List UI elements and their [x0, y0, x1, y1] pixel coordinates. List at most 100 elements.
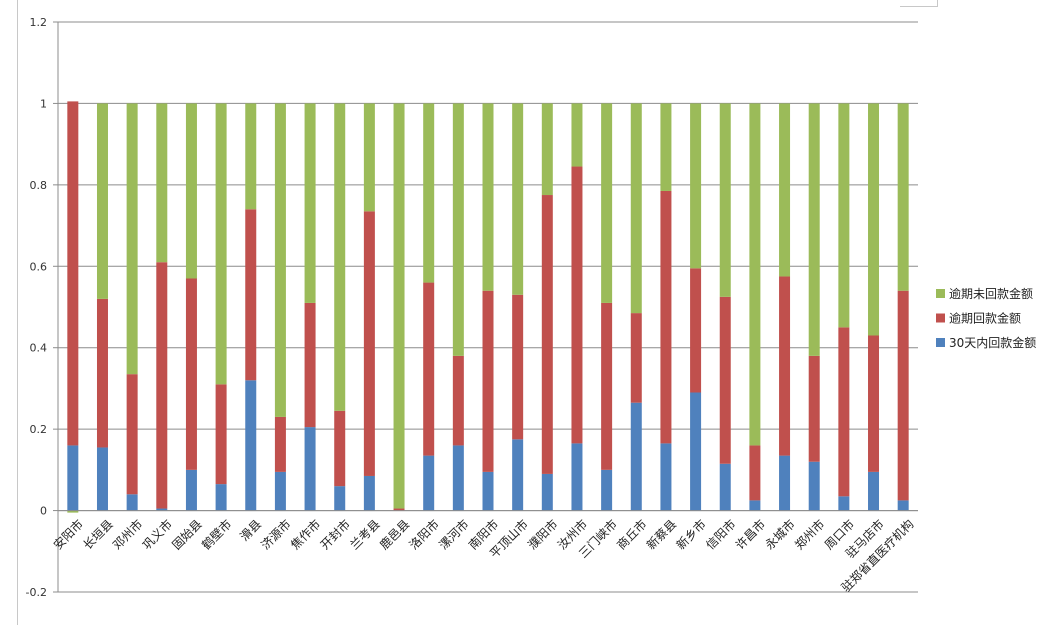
bar-segment: [630, 313, 642, 403]
bar-segment: [808, 461, 820, 511]
bar-segment: [482, 290, 494, 472]
bar-segment: [868, 335, 880, 472]
bar-segment: [185, 469, 197, 511]
x-tick-label: 商丘市: [614, 516, 650, 552]
bar-segment: [749, 500, 761, 511]
bar-segment: [512, 439, 524, 511]
bar-segment: [185, 103, 197, 279]
y-tick-label: 0.6: [30, 260, 48, 273]
bar-segment: [601, 469, 613, 511]
bar-segment: [67, 101, 79, 446]
bar-segment: [897, 290, 909, 501]
bar-segment: [512, 103, 524, 295]
bar-segment: [838, 496, 850, 511]
legend-swatch: [936, 338, 945, 347]
bar-segment: [452, 103, 464, 356]
bar-segment: [808, 355, 820, 462]
bar-segment: [660, 103, 672, 191]
bar-segment: [779, 455, 791, 511]
legend-swatch: [936, 313, 945, 323]
y-tick-label: 1.2: [30, 16, 48, 29]
bar-segment: [393, 508, 405, 511]
bar-segment: [96, 298, 108, 448]
bar-segment: [304, 302, 316, 428]
y-tick-label: 0.4: [30, 342, 48, 355]
x-tick-label: 长垣县: [80, 517, 115, 552]
bar-segment: [630, 402, 642, 511]
x-tick-label: 开封市: [317, 516, 353, 552]
bar-segment: [690, 103, 702, 269]
bar-segment: [541, 473, 553, 511]
legend-label: 逾期未回款金额: [949, 286, 1033, 301]
bar-segment: [749, 103, 761, 446]
x-tick-label: 漯河市: [436, 516, 472, 552]
bar-segment: [571, 103, 583, 167]
bar-segment: [452, 445, 464, 511]
bar-segment: [96, 447, 108, 511]
bar-segment: [245, 380, 257, 511]
bar-segment: [215, 384, 227, 485]
y-tick-label: 1: [40, 97, 47, 110]
bar-segment: [897, 103, 909, 291]
bar-segment: [779, 276, 791, 456]
x-tick-label: 兰考县: [347, 517, 382, 552]
bar-segment: [67, 510, 79, 513]
bar-segment: [690, 268, 702, 393]
bar-segment: [96, 103, 108, 299]
bar-segment: [838, 327, 850, 497]
bar-segment: [808, 103, 820, 356]
x-tick-label: 信阳市: [703, 516, 739, 552]
bar-segment: [541, 195, 553, 474]
x-tick-label: 邓州市: [109, 516, 145, 552]
bar-segment: [423, 103, 435, 283]
x-tick-label: 新乡市: [673, 516, 709, 552]
bar-segment: [452, 355, 464, 446]
bar-segment: [423, 282, 435, 456]
bar-segment: [423, 455, 435, 511]
x-tick-label: 巩义市: [139, 516, 175, 552]
bar-segment: [156, 508, 168, 511]
bar-segment: [156, 262, 168, 509]
bar-segment: [363, 475, 375, 511]
bar-segment: [749, 445, 761, 501]
y-tick-label: 0: [40, 505, 47, 518]
x-tick-label: 鹿邑县: [376, 516, 412, 552]
legend-label: 30天内回款金额: [949, 335, 1036, 350]
bar-segment: [334, 486, 346, 511]
window-frame-left-border: [17, 0, 18, 625]
bar-segment: [334, 410, 346, 487]
bar-segment: [897, 500, 909, 511]
bar-segment: [245, 209, 257, 381]
bar-segment: [245, 103, 257, 210]
bar-segment: [274, 103, 286, 417]
x-tick-label: 濮阳市: [525, 516, 561, 552]
x-tick-label: 鹤壁市: [198, 516, 234, 552]
bar-segment: [690, 392, 702, 511]
legend-label: 逾期回款金额: [949, 311, 1021, 326]
window-frame-corner-border: [937, 0, 938, 7]
x-tick-label: 郑州市: [791, 516, 827, 552]
bar-segment: [719, 103, 731, 297]
bar-segment: [363, 211, 375, 476]
x-tick-label: 安阳市: [50, 516, 86, 552]
bar-segment: [126, 103, 138, 375]
bar-segment: [868, 103, 880, 336]
bar-segment: [215, 484, 227, 511]
bar-segment: [215, 103, 227, 385]
bar-segment: [541, 103, 553, 196]
bars: [67, 101, 909, 513]
bar-segment: [334, 103, 346, 411]
bar-segment: [185, 278, 197, 470]
legend-swatch: [936, 289, 945, 298]
bar-segment: [601, 103, 613, 303]
y-tick-label: 0.8: [30, 179, 48, 192]
bar-segment: [719, 296, 731, 464]
bar-segment: [67, 445, 79, 511]
bar-segment: [719, 463, 731, 511]
x-tick-label: 新蔡县: [643, 516, 679, 552]
bar-segment: [512, 294, 524, 440]
y-tick-label: -0.2: [26, 586, 47, 599]
bar-segment: [274, 471, 286, 511]
